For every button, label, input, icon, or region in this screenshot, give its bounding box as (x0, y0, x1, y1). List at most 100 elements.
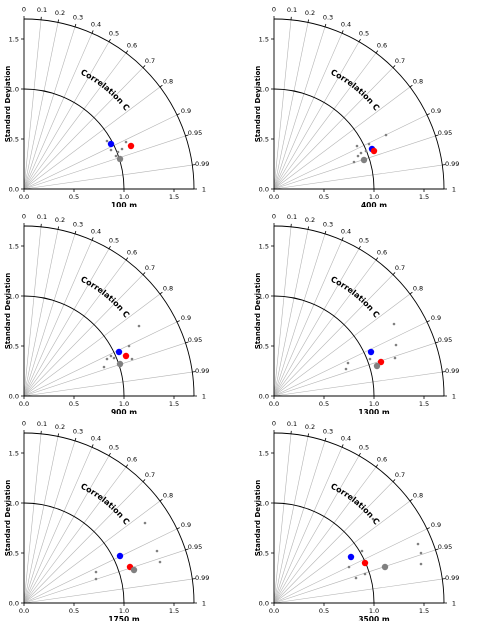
correlation-ray (273, 26, 326, 190)
correlation-ray (23, 433, 42, 604)
correlation-ray (23, 293, 161, 397)
data-point-small (352, 160, 356, 164)
correlation-tick-label: 0.2 (305, 423, 315, 431)
correlation-tick (375, 464, 379, 468)
taylor-panel: 0.0 0.0 0.5 0.5 1.0 1.0 1.5 1.5 0 0.1 0.2 0.3 0.4 0.5… (250, 414, 500, 621)
correlation-tick (159, 498, 163, 502)
taylor-panel: 0.0 0.0 0.5 0.5 1.0 1.0 1.5 1.5 0 0.1 0.2 0.3 0.4 0.5… (0, 0, 250, 207)
correlation-ray (273, 240, 343, 397)
correlation-tick-label: 0 (272, 419, 276, 427)
taylor-diagram-svg: 0.00.0 0.5 0.5 1.0 1.0 1.5 1.5 0 0.1 0.2 0.3 0.4 0.5… (0, 414, 209, 621)
y-tick-label: 0.0 (9, 599, 19, 607)
correlation-ray (23, 164, 193, 190)
data-point-small (114, 154, 118, 158)
correlation-tick (341, 30, 344, 34)
correlation-tick (57, 226, 59, 230)
correlation-tick-label: 0.1 (287, 420, 297, 428)
correlation-tick (426, 527, 430, 530)
correlation-ray (23, 22, 59, 190)
correlation-ray (273, 371, 443, 397)
data-point-small (359, 151, 363, 155)
correlation-tick-label: 0.5 (359, 29, 369, 37)
panel-title: 3500 m (358, 615, 389, 621)
y-tick-label: 1.5 (259, 242, 269, 250)
data-point-small (109, 354, 113, 358)
outer-arc (273, 432, 445, 604)
data-point-small (105, 139, 109, 143)
correlation-ray (273, 500, 411, 604)
y-tick-label: 1.0 (259, 292, 269, 300)
y-tick-label: 0.0 (9, 185, 19, 193)
correlation-tick (91, 237, 94, 241)
outer-arc (23, 18, 195, 190)
y-tick-label: 0.0 (259, 599, 269, 607)
y-tick-label: 1.5 (9, 449, 19, 457)
taylor-diagram-svg: 0.00.0 0.5 0.5 1.0 1.0 1.5 1.5 0 0.1 0.2 0.3 0.4 0.5… (250, 0, 459, 207)
data-point-small (109, 148, 113, 152)
y-tick-label: 0.5 (259, 549, 269, 557)
correlation-tick-label: 1 (452, 185, 456, 193)
correlation-ray (23, 466, 127, 604)
data-point-small (355, 144, 359, 148)
data-point-large (373, 362, 381, 370)
correlation-tick (426, 320, 430, 323)
reference-std-arc (273, 88, 375, 190)
correlation-ray (273, 248, 360, 397)
correlation-tick-label: 0.4 (341, 227, 351, 235)
data-point-small (102, 365, 106, 369)
correlation-tick (392, 272, 396, 275)
x-tick-label: 0.5 (319, 607, 329, 615)
correlation-tick-label: 0.5 (109, 29, 119, 37)
y-tick-label: 1.0 (9, 85, 19, 93)
y-tick-label: 0.0 (9, 392, 19, 400)
x-tick-label: 1.0 (119, 193, 129, 201)
data-point-small (347, 565, 351, 569)
correlation-tick (74, 23, 77, 27)
correlation-tick-label: 0.5 (109, 236, 119, 244)
correlation-ray (23, 528, 178, 604)
correlation-ray (23, 440, 76, 604)
correlation-tick-label: 0.1 (37, 420, 47, 428)
correlation-tick (324, 23, 327, 27)
y-tick-label: 1.0 (259, 499, 269, 507)
correlation-ray (23, 135, 186, 190)
panel-title: 1750 m (108, 615, 139, 621)
correlation-tick-label: 0.9 (181, 314, 191, 322)
correlation-tick-label: 0.4 (341, 20, 351, 28)
correlation-tick-label: 0.95 (188, 543, 202, 551)
x-tick-label: 1.0 (369, 607, 379, 615)
taylor-panel: 0.0 0.0 0.5 0.5 1.0 1.0 1.5 1.5 0 0.1 0.2 0.3 0.4 0.5… (250, 207, 500, 414)
correlation-ray (273, 455, 360, 604)
data-point-small (356, 154, 360, 158)
data-point-small (364, 149, 368, 153)
reference-std-arc (23, 502, 125, 604)
y-tick-label: 1.5 (259, 35, 269, 43)
y-tick-label: 0.5 (259, 135, 269, 143)
y-tick-label: 0.0 (259, 392, 269, 400)
correlation-ray (273, 67, 394, 190)
correlation-ray (273, 274, 394, 397)
data-point-small (419, 551, 423, 555)
correlation-ray (273, 229, 309, 397)
taylor-diagram-svg: 0.00.0 0.5 0.5 1.0 1.0 1.5 1.5 0 0.1 0.2 0.3 0.4 0.5… (0, 207, 209, 414)
correlation-tick-label: 0.6 (127, 248, 137, 256)
correlation-tick-label: 0.95 (188, 129, 202, 137)
correlation-tick-label: 0.4 (91, 227, 101, 235)
data-point-large (116, 360, 124, 368)
correlation-tick-label: 0.5 (109, 443, 119, 451)
correlation-tick (74, 230, 77, 234)
correlation-tick-label: 0.99 (195, 367, 209, 375)
x-tick-label: 0.5 (69, 193, 79, 201)
correlation-ray (273, 22, 309, 190)
correlation-tick-label: 0.7 (395, 264, 405, 272)
x-tick-label: 1.5 (169, 400, 179, 408)
correlation-tick (392, 65, 396, 68)
correlation-tick (125, 464, 129, 468)
y-tick-label: 0.5 (9, 342, 19, 350)
panel-title: 1300 m (358, 408, 389, 414)
correlation-tick-label: 0.6 (127, 41, 137, 49)
correlation-ray (273, 293, 411, 397)
y-tick-label: 0.0 (259, 185, 269, 193)
correlation-tick-label: 0.4 (91, 434, 101, 442)
